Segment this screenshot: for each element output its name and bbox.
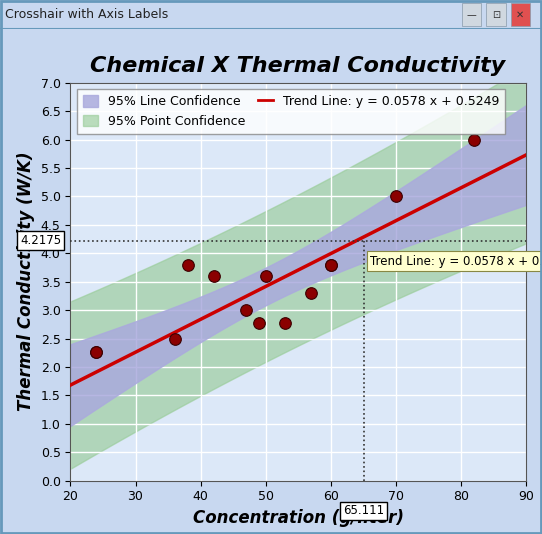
Text: ✕: ✕	[517, 10, 524, 20]
Point	[170, 334, 179, 343]
Point	[92, 347, 101, 356]
Text: 4.2175: 4.2175	[20, 234, 61, 247]
Title: Chemical X Thermal Conductivity: Chemical X Thermal Conductivity	[91, 56, 506, 76]
Point	[469, 135, 478, 144]
Point	[183, 261, 192, 269]
Point	[307, 289, 315, 297]
Point	[92, 347, 101, 356]
Text: 65.111: 65.111	[343, 505, 384, 517]
Point	[391, 192, 400, 201]
Text: —: —	[467, 10, 476, 20]
Point	[391, 261, 400, 269]
FancyBboxPatch shape	[486, 3, 506, 26]
Point	[281, 318, 289, 327]
Point	[261, 272, 270, 280]
FancyBboxPatch shape	[511, 3, 530, 26]
Point	[326, 261, 335, 269]
Text: Trend Line: y = 0.0578 x + 0.5249: Trend Line: y = 0.0578 x + 0.5249	[370, 255, 542, 268]
X-axis label: Concentration (g/liter): Concentration (g/liter)	[192, 509, 404, 527]
Y-axis label: Thermal Conductivity (W/K): Thermal Conductivity (W/K)	[17, 152, 35, 412]
Point	[326, 261, 335, 269]
Point	[255, 318, 263, 327]
Point	[209, 272, 218, 280]
Text: ⊡: ⊡	[492, 10, 500, 20]
Text: Crosshair with Axis Labels: Crosshair with Axis Labels	[5, 8, 169, 21]
Point	[242, 306, 250, 315]
FancyBboxPatch shape	[462, 3, 481, 26]
Legend: 95% Line Confidence, 95% Point Confidence, Trend Line: y = 0.0578 x + 0.5249: 95% Line Confidence, 95% Point Confidenc…	[77, 89, 506, 134]
